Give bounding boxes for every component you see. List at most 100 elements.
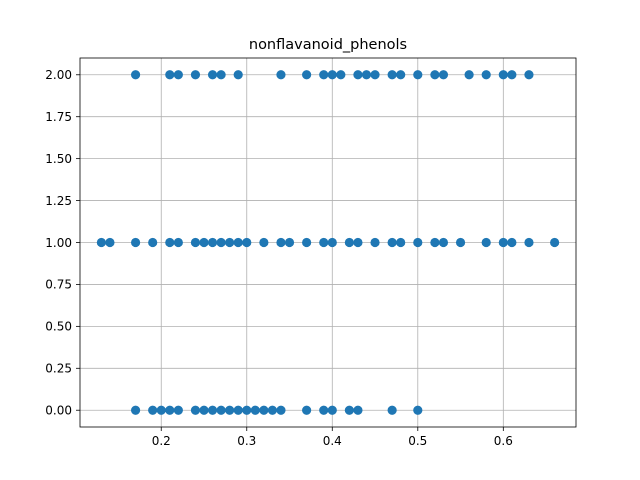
data-point	[438, 237, 449, 248]
data-point	[148, 237, 158, 248]
data-point	[242, 405, 252, 415]
data-point	[225, 405, 235, 415]
data-point	[481, 70, 491, 80]
data-point	[327, 70, 337, 80]
y-tick-label: 0.50	[45, 320, 72, 334]
data-point	[550, 237, 560, 248]
data-point	[455, 237, 466, 248]
data-point	[353, 237, 363, 248]
data-point	[413, 237, 423, 248]
data-point	[344, 237, 354, 248]
data-point	[207, 237, 218, 248]
data-point	[336, 70, 346, 80]
y-tick-label: 0.25	[45, 362, 72, 376]
data-point	[464, 70, 474, 80]
data-point	[199, 405, 209, 415]
data-point	[361, 70, 372, 80]
data-point	[165, 70, 175, 80]
data-point	[498, 237, 508, 248]
data-point	[319, 237, 329, 248]
data-point	[96, 237, 106, 248]
x-tick-label: 0.6	[494, 434, 513, 448]
x-tick-label: 0.2	[152, 434, 171, 448]
data-point	[105, 237, 115, 248]
data-point	[430, 70, 440, 80]
data-point	[130, 237, 141, 248]
data-point	[225, 237, 235, 248]
data-point	[233, 237, 243, 248]
data-point	[507, 70, 517, 80]
data-point	[156, 405, 166, 415]
x-tick-label: 0.3	[237, 434, 256, 448]
data-point	[524, 237, 534, 248]
data-point	[327, 405, 337, 415]
data-point	[370, 70, 380, 80]
y-tick-label: 1.75	[45, 110, 72, 124]
data-point	[276, 405, 286, 415]
data-point	[165, 237, 175, 248]
data-point	[259, 237, 269, 248]
y-tick-label: 0.00	[45, 404, 72, 418]
data-point	[438, 70, 449, 80]
data-point	[344, 405, 354, 415]
data-point	[276, 70, 286, 80]
data-point	[173, 70, 183, 80]
data-point	[216, 237, 226, 248]
data-point	[216, 70, 226, 80]
data-point	[190, 405, 201, 415]
data-point	[430, 237, 440, 248]
data-point	[498, 70, 508, 80]
data-point	[413, 70, 423, 80]
data-point	[284, 237, 295, 248]
data-point	[413, 405, 423, 415]
data-point	[199, 237, 209, 248]
data-point	[216, 405, 226, 415]
y-tick-label: 2.00	[45, 68, 72, 82]
points-layer	[96, 70, 560, 415]
x-tick-label: 0.5	[408, 434, 427, 448]
axes-layer: 0.2 0.3 0.4 0.5 0.6 0.00 0.25 0.50 0.75 1.00 1.25 1…	[45, 57, 577, 448]
data-point	[267, 405, 278, 415]
data-point	[319, 70, 329, 80]
data-point	[207, 70, 218, 80]
data-point	[233, 70, 243, 80]
data-point	[302, 70, 312, 80]
data-point	[481, 237, 491, 248]
data-point	[396, 237, 406, 248]
data-point	[276, 237, 286, 248]
y-tick-label: 0.75	[45, 278, 72, 292]
data-point	[250, 405, 260, 415]
data-point	[319, 405, 329, 415]
x-tick-label: 0.4	[323, 434, 342, 448]
data-point	[233, 405, 243, 415]
data-point	[387, 70, 397, 80]
data-point	[302, 405, 312, 415]
data-point	[190, 70, 201, 80]
data-point	[507, 237, 517, 248]
data-point	[259, 405, 269, 415]
data-point	[353, 405, 363, 415]
data-point	[130, 405, 141, 415]
data-point	[173, 405, 183, 415]
data-point	[353, 70, 363, 80]
y-tick-label: 1.00	[45, 236, 72, 250]
data-point	[130, 70, 141, 80]
data-point	[148, 405, 158, 415]
y-tick-label: 1.50	[45, 152, 72, 166]
data-point	[207, 405, 218, 415]
data-point	[387, 405, 397, 415]
data-point	[173, 237, 183, 248]
data-point	[327, 237, 337, 248]
data-point	[190, 237, 201, 248]
data-point	[370, 237, 380, 248]
data-point	[396, 70, 406, 80]
data-point	[165, 405, 175, 415]
y-tick-label: 1.25	[45, 194, 72, 208]
data-point	[387, 237, 397, 248]
data-point	[242, 237, 252, 248]
chart-title: nonflavanoid_phenols	[249, 37, 407, 53]
data-point	[302, 237, 312, 248]
data-point	[524, 70, 534, 80]
